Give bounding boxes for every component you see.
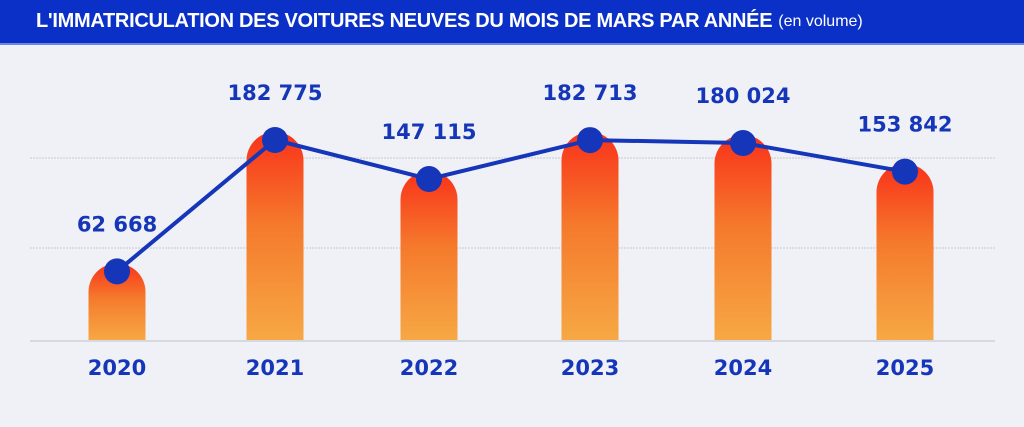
- bar-2022: [400, 171, 458, 340]
- bar-2020: [88, 263, 146, 340]
- chart-title: L'IMMATRICULATION DES VOITURES NEUVES DU…: [36, 10, 773, 32]
- bar-2025: [876, 163, 934, 340]
- value-label: 153 842: [858, 113, 953, 137]
- value-label: 62 668: [77, 212, 157, 236]
- value-label: 147 115: [382, 120, 477, 144]
- trend-line: [115, 137, 906, 273]
- bar-2024: [714, 135, 772, 340]
- x-tick-label: 2020: [88, 356, 146, 380]
- data-point-2021: [262, 127, 288, 153]
- value-label: 180 024: [696, 84, 791, 108]
- data-point-2023: [577, 127, 603, 154]
- value-label: 182 713: [543, 81, 638, 105]
- chart-header: L'IMMATRICULATION DES VOITURES NEUVES DU…: [0, 0, 1024, 45]
- data-point-2020: [104, 258, 130, 285]
- value-label: 182 775: [228, 81, 323, 105]
- chart-subtitle: (en volume): [778, 12, 863, 30]
- data-point-2022: [416, 166, 442, 193]
- x-tick-label: 2024: [714, 356, 772, 380]
- bar-2023: [561, 132, 619, 340]
- data-point-2024: [730, 130, 756, 157]
- x-tick-label: 2022: [400, 356, 458, 380]
- bar-2021: [246, 132, 304, 340]
- x-tick-label: 2021: [246, 356, 304, 380]
- x-tick-label: 2023: [561, 356, 619, 380]
- data-point-2025: [892, 158, 918, 185]
- x-tick-label: 2025: [876, 356, 934, 380]
